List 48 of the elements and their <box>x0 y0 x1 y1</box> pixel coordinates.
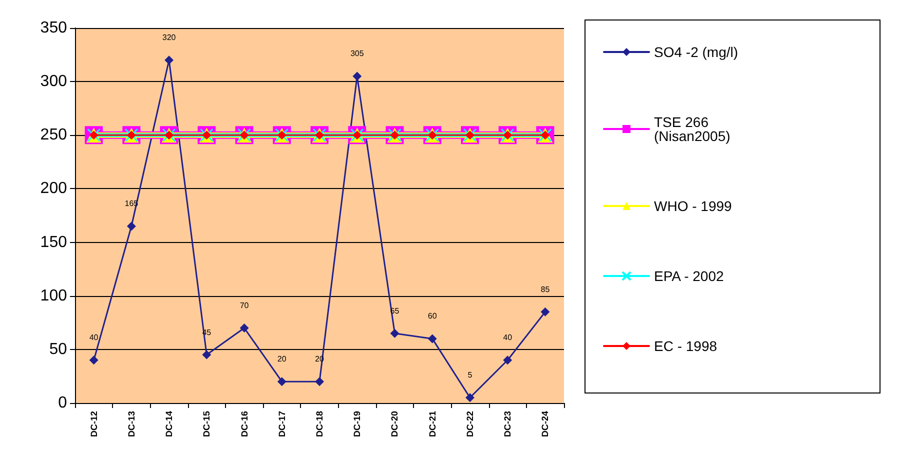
legend-label: TSE 266 (Nisan2005) <box>654 114 730 144</box>
point <box>277 377 286 386</box>
data-label: 70 <box>240 301 250 310</box>
point <box>164 56 174 65</box>
y-tick-label: 250 <box>40 126 68 144</box>
y-tick-label: 350 <box>40 20 68 36</box>
x-tick-label: DC-19 <box>352 411 362 438</box>
x-tick-label: DC-13 <box>126 411 136 438</box>
point <box>89 356 98 365</box>
data-label: 5 <box>468 370 473 380</box>
data-label: 40 <box>503 333 513 342</box>
legend-label: EC - 1998 <box>654 338 718 354</box>
data-label: 60 <box>428 312 438 321</box>
x-tick-label: DC-21 <box>427 411 438 438</box>
data-label: 40 <box>89 333 99 342</box>
x-tick-label: DC-12 <box>88 411 99 438</box>
y-tick-label: 150 <box>40 234 68 251</box>
point <box>126 222 136 231</box>
y-tick-label: 200 <box>40 180 68 198</box>
point <box>428 334 437 344</box>
legend-label: EPA - 2002 <box>654 268 724 284</box>
data-label: 320 <box>162 33 176 42</box>
x-tick-label: DC-22 <box>464 411 475 438</box>
point <box>540 307 550 316</box>
legend-label: SO4 -2 (mg/l) <box>654 44 738 60</box>
point <box>240 324 249 332</box>
y-tick-label: 0 <box>58 394 68 412</box>
x-tick-label: DC-15 <box>202 411 212 438</box>
data-label: 20 <box>277 354 287 364</box>
x-tick-label: DC-14 <box>164 411 174 438</box>
point <box>503 356 512 365</box>
point <box>202 350 212 360</box>
x-tick-label: DC-17 <box>276 411 287 438</box>
x-tick-label: DC-23 <box>502 411 513 438</box>
x-tick-label: DC-24 <box>540 411 550 438</box>
data-label: 305 <box>350 49 364 58</box>
y-tick-label: 300 <box>40 73 68 90</box>
point <box>315 377 324 386</box>
x-tick-label: DC-16 <box>239 411 250 438</box>
x-tick-label: DC-18 <box>314 411 324 438</box>
point <box>465 393 474 402</box>
point <box>390 328 400 338</box>
y-tick-label: 50 <box>49 340 68 358</box>
point <box>352 72 362 81</box>
legend-label: WHO - 1999 <box>654 198 732 214</box>
y-tick-label: 100 <box>40 287 68 304</box>
x-tick-label: DC-20 <box>390 411 400 438</box>
data-label: 85 <box>540 284 550 294</box>
